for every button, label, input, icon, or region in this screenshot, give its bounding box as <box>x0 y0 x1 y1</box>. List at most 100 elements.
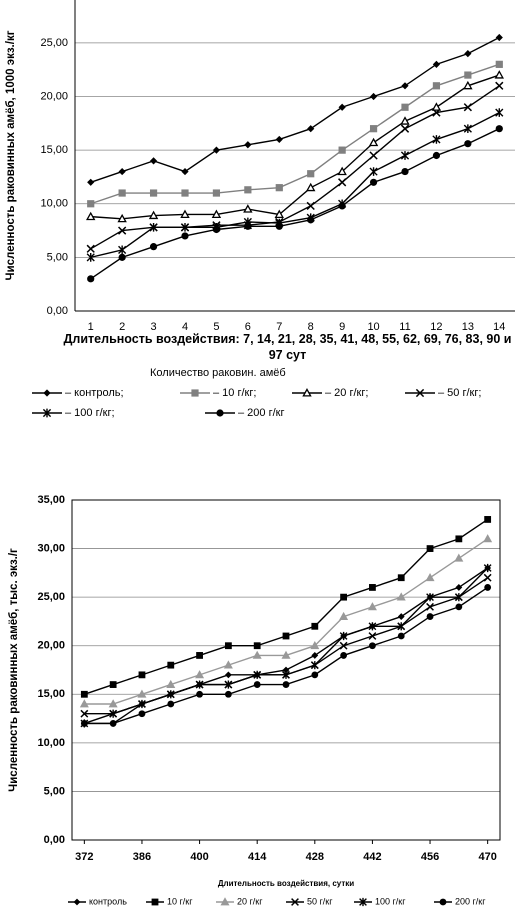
y-axis-label: Численность раковинных амёб, тыс. экз./г <box>8 548 20 792</box>
x-tick-label: 4 <box>182 321 188 333</box>
marker <box>42 408 52 418</box>
marker <box>181 189 189 197</box>
marker <box>244 222 252 230</box>
marker <box>463 103 472 112</box>
marker <box>495 108 504 117</box>
marker <box>397 574 405 582</box>
marker <box>195 670 205 679</box>
y-axis-label: Численность раковинных амёб, 1000 экз./к… <box>5 30 17 280</box>
marker <box>464 50 472 58</box>
marker <box>310 640 320 650</box>
y-tick-label: 10,00 <box>40 198 68 210</box>
marker <box>397 632 405 640</box>
marker <box>311 622 319 630</box>
marker <box>275 135 283 144</box>
marker <box>306 182 316 192</box>
marker <box>369 151 378 160</box>
marker <box>212 189 221 197</box>
marker <box>401 103 409 111</box>
y-tick-label: 20,00 <box>37 640 65 652</box>
marker <box>109 681 117 688</box>
marker <box>118 253 126 261</box>
marker <box>397 613 405 620</box>
legend-label: 10 г/кг <box>167 896 193 906</box>
marker <box>87 178 95 186</box>
marker <box>282 670 290 679</box>
marker <box>369 178 378 186</box>
legend-label: 100 г/кг <box>375 896 406 906</box>
marker <box>464 140 472 148</box>
marker <box>369 642 376 650</box>
marker <box>282 681 290 688</box>
marker <box>220 897 230 906</box>
plot-frame <box>71 499 501 841</box>
marker <box>484 584 492 591</box>
marker <box>495 81 504 90</box>
y-tick-label: 30,00 <box>37 542 65 554</box>
marker <box>464 71 472 79</box>
y-tick-label: 20,00 <box>40 90 68 102</box>
marker <box>166 690 175 699</box>
marker <box>244 141 252 149</box>
marker <box>369 584 376 591</box>
marker <box>224 642 232 650</box>
marker <box>212 146 221 154</box>
marker <box>80 690 88 698</box>
marker <box>274 209 284 219</box>
marker <box>455 584 463 591</box>
marker <box>454 593 463 602</box>
marker <box>368 622 377 631</box>
marker <box>252 650 262 659</box>
marker <box>302 388 312 397</box>
marker <box>455 535 463 543</box>
marker <box>432 60 441 68</box>
marker <box>244 186 252 194</box>
x-tick-label: 9 <box>339 321 345 333</box>
marker <box>118 167 126 176</box>
marker <box>118 245 127 255</box>
marker <box>275 184 283 192</box>
legend-label: – 100 г/кг; <box>65 407 115 419</box>
marker <box>149 243 158 251</box>
series-line <box>90 74 500 220</box>
marker <box>43 389 51 397</box>
marker <box>149 157 158 165</box>
marker <box>367 602 377 611</box>
marker <box>454 553 464 562</box>
marker <box>180 209 190 219</box>
x-tick-label: 470 <box>478 851 496 863</box>
marker <box>253 642 261 650</box>
marker <box>149 223 158 232</box>
y-tick-label: 0,00 <box>47 305 68 317</box>
marker <box>224 671 232 679</box>
marker <box>108 699 118 708</box>
legend-label: – 200 г/кг <box>238 407 284 419</box>
marker <box>400 124 410 133</box>
marker <box>439 898 447 906</box>
marker <box>400 116 410 125</box>
marker <box>216 409 224 417</box>
series-line <box>90 111 500 259</box>
marker <box>338 202 346 210</box>
marker <box>166 679 176 688</box>
marker <box>80 720 88 727</box>
marker <box>291 898 299 906</box>
marker <box>369 92 378 101</box>
marker <box>495 60 503 68</box>
marker <box>307 216 315 224</box>
marker <box>401 167 409 176</box>
x-tick-label: 1 <box>88 321 94 333</box>
marker <box>339 611 349 620</box>
marker <box>339 641 348 650</box>
y-tick-label: 35,00 <box>37 494 65 506</box>
marker <box>311 652 319 659</box>
marker <box>426 602 434 611</box>
x-tick-label: 12 <box>430 321 442 333</box>
marker <box>138 710 146 718</box>
marker <box>224 680 233 689</box>
marker <box>86 211 96 221</box>
marker <box>87 275 95 283</box>
marker <box>432 135 441 144</box>
marker <box>337 166 347 176</box>
